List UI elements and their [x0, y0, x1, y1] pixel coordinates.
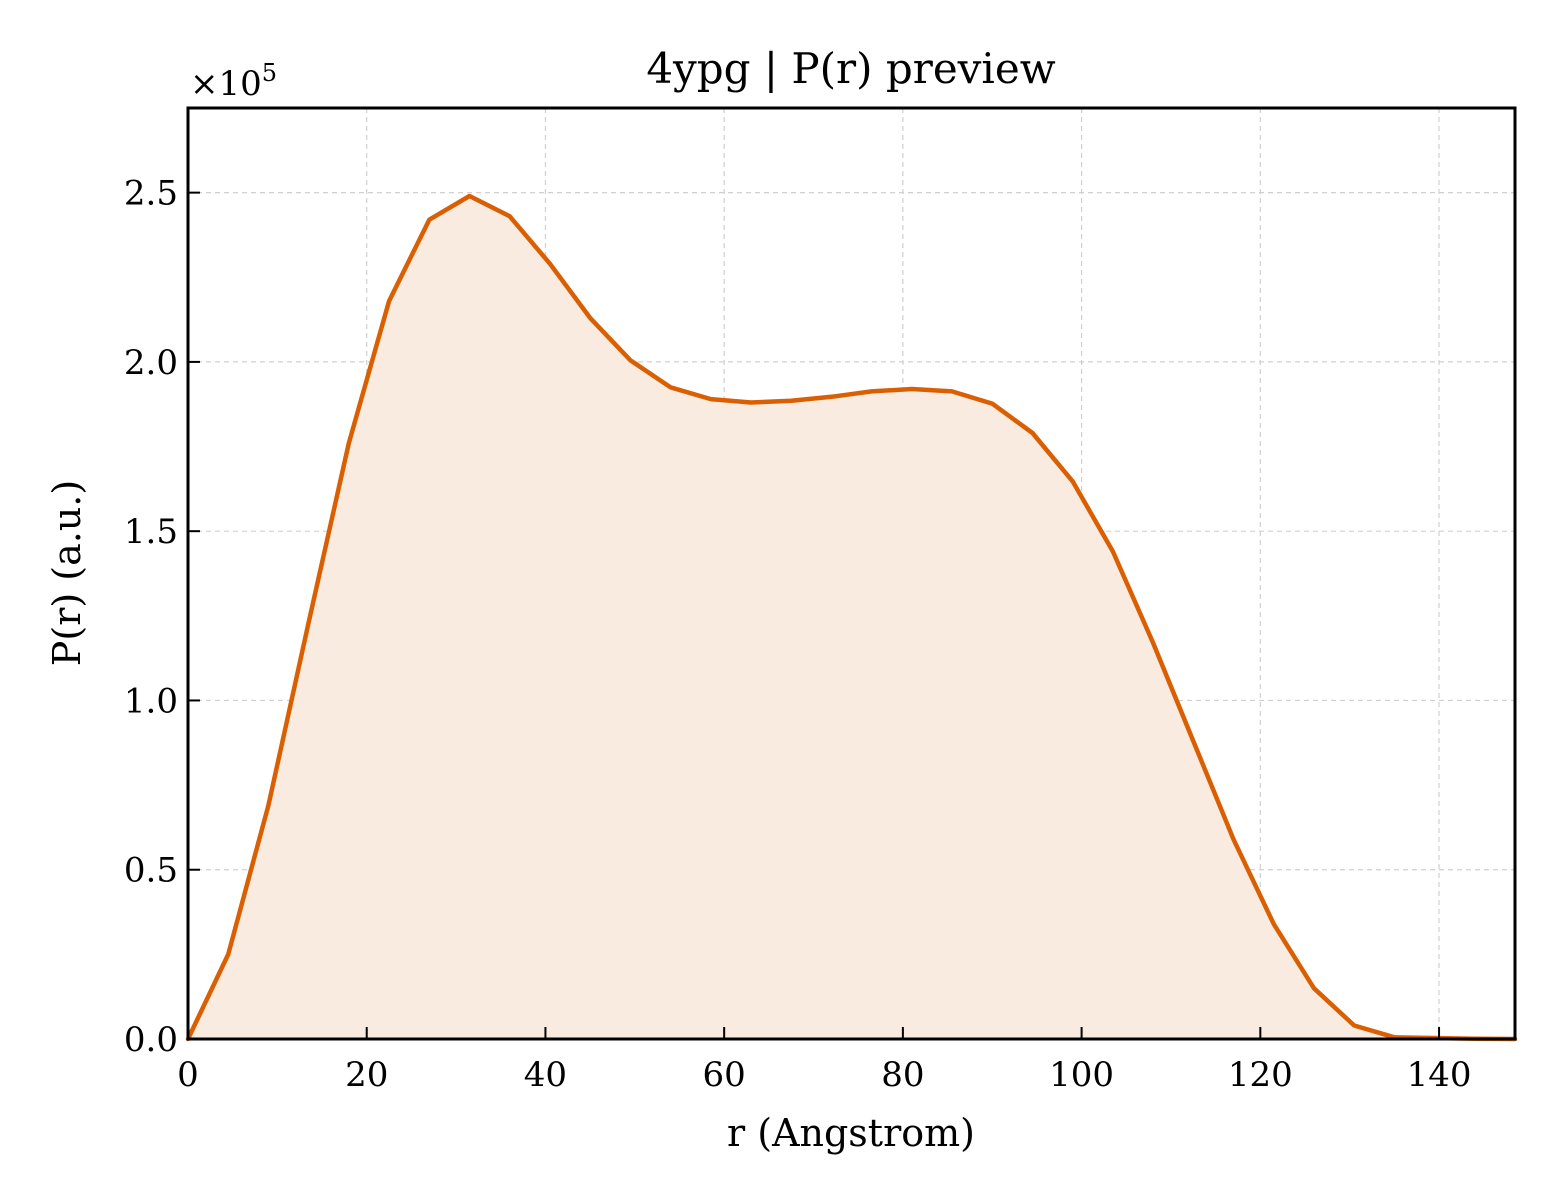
y-axis-label: P(r) (a.u.) — [45, 480, 89, 666]
x-axis-label: r (Angstrom) — [727, 1111, 975, 1155]
x-tick-label: 0 — [177, 1055, 199, 1095]
y-tick-label: 2.0 — [124, 343, 178, 383]
x-tick-label: 100 — [1049, 1055, 1114, 1095]
y-tick-label: 0.0 — [124, 1020, 178, 1060]
x-tick-label: 120 — [1228, 1055, 1293, 1095]
y-tick-label: 0.5 — [124, 851, 178, 891]
plot-frame — [186, 106, 1517, 1041]
x-tick-label: 40 — [524, 1055, 567, 1095]
y-multiplier: ×105 — [190, 59, 277, 104]
x-tick-label: 80 — [881, 1055, 924, 1095]
x-tick-label: 60 — [703, 1055, 746, 1095]
chart-title: 4ypg | P(r) preview — [646, 44, 1055, 93]
pr-series-line — [185, 193, 1518, 1042]
tick-layer: 0 20 40 60 80 100 120 140 0.0 0.5 1.0 1.5 2.0 2.5 — [124, 174, 1472, 1095]
y-tick-label: 1.0 — [124, 681, 178, 721]
pr-area-fill — [188, 196, 1515, 1039]
x-tick-label: 20 — [345, 1055, 388, 1095]
y-tick-label: 1.5 — [124, 512, 178, 552]
x-tick-label: 140 — [1407, 1055, 1472, 1095]
y-tick-label: 2.5 — [124, 174, 178, 214]
